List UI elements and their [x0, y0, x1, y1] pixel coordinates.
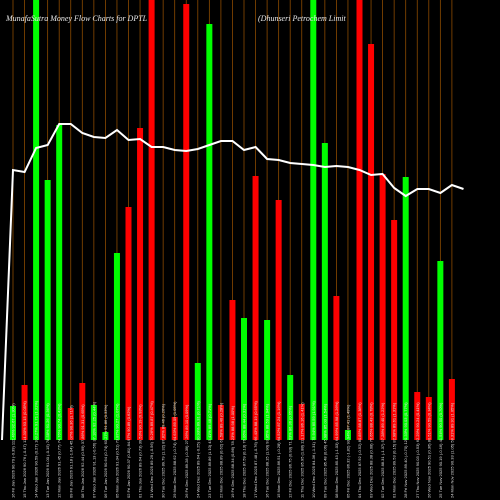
x-tick-label: 07 Wed Jan 2026 91.13 (-0.56) 37.10% 92.… — [91, 401, 96, 498]
bar — [391, 220, 398, 440]
bar — [113, 253, 120, 440]
bar — [67, 408, 74, 440]
x-tick-label: 08 Mon Dec 2025 85.43 (-1.03) 64.99% 85.… — [334, 401, 339, 498]
bar — [137, 128, 144, 440]
bar — [56, 125, 63, 440]
bar — [44, 180, 51, 440]
bar — [194, 363, 201, 440]
bar — [10, 406, 16, 440]
x-tick-label: 09 Tue Dec 2025 85.48 (0.06) 45.98% 85.0… — [322, 403, 327, 498]
x-tick-label: 19 Fri Dec 2025 88.34 (0.86) 78.23% 88.9… — [230, 405, 235, 498]
bar — [217, 405, 224, 440]
x-tick-label: 28 Fri Nov 2025 89.40 (-0.70) 120.33% 90… — [403, 402, 408, 498]
x-tick-label: 23 Tue Dec 2025 89.86 (1.10) 43.41% 89.4… — [207, 403, 212, 498]
bar — [79, 383, 86, 440]
bar — [33, 0, 40, 440]
x-tick-label: 31 Wed Dec 2025 89.29 (-0.56) 70.26% 89.… — [149, 400, 154, 498]
x-tick-label: 09 Fri Jan 2026 91.18 (-1.04) 45.07% 90.… — [68, 405, 73, 498]
bar — [171, 417, 178, 440]
bar — [402, 177, 409, 440]
bar — [321, 143, 328, 440]
x-tick-label: 16 Tue Dec 2025 88.15 (1.90) 93.85% 88.5… — [265, 403, 270, 498]
x-tick-label: 08 Thu Jan 2026 92.44 (0.99) 37.86% 91.3… — [80, 404, 85, 498]
average-line — [1, 123, 464, 441]
x-tick-label: 06 Tue Jan 2026 90.64 (0.74) 63.27% 91.8… — [103, 404, 108, 498]
x-tick-label: 10 Wed Dec 2025 84.36 (-1.31) 75.94% 85.… — [311, 400, 316, 498]
x-tick-label: 05 Mon Jan 2026 91.04 (0.51) 73.87% 90.2… — [114, 403, 119, 498]
bar — [310, 0, 317, 440]
bar — [264, 320, 271, 440]
bar — [287, 375, 294, 440]
bar — [102, 432, 109, 440]
x-tick-label: 27 Thu Nov 2025 90.03 (-0.53) 62.29% 90.… — [415, 402, 420, 498]
bar — [206, 24, 213, 440]
x-tick-label: 13 Tue Jan 2026 91.00 (-0.15) 78.58% 91.… — [45, 403, 50, 498]
x-tick-label: 29 Mon Dec 2025 88.62 (-0.74) 64.63% 89.… — [172, 401, 177, 498]
x-tick-label: 04 Thu Dec 2025 87.92 (-0.52) 80.85% 88.… — [357, 402, 362, 498]
bar — [356, 0, 363, 440]
bar — [437, 261, 444, 440]
x-tick-label: 12 Fri Dec 2025 86.75 (0.93) 71.63% 86.3… — [288, 405, 293, 498]
chart-title: MunafaSutra Money Flow Charts for DPTL — [5, 14, 148, 23]
x-tick-label: 02 Tue Dec 2025 88.31 (-1.37) 57.28% 89.… — [380, 402, 385, 498]
bar — [275, 200, 282, 440]
bars — [10, 0, 455, 440]
bar — [241, 318, 247, 440]
bar — [298, 404, 305, 440]
x-tick-label: 22 Mon Dec 2025 88.89 (0.62) 61.58% 89.4… — [218, 402, 223, 498]
bar — [252, 176, 259, 440]
chart-subtitle: (Dhunseri Petrochem Limit — [258, 14, 346, 23]
bar — [333, 296, 340, 440]
x-tick-label: 24 Mon Nov 2025 90.33 (1.05) 58.31% 89.9… — [449, 402, 454, 498]
bar — [148, 0, 155, 440]
x-tick-label: 17 Wed Dec 2025 87.48 (-0.76) 66.43% 88.… — [253, 400, 258, 498]
bar — [229, 300, 236, 440]
x-tick-label: 15 Thu Jan 2026 90.76 (-0.47) 114.30% 93… — [22, 401, 27, 498]
x-tick-label: 25 Tue Nov 2025 90.19 (-0.16) 41.54% 90.… — [438, 402, 443, 498]
x-tick-label: 01 Mon Dec 2025 89.53 (0.15) 82.98% 89.6… — [392, 402, 397, 498]
x-tick-label: 30 Tue Dec 2025 89.79 (1.32) 87.82% 89.4… — [161, 403, 166, 498]
x-tick-label: 12 Mon Jan 2026 91.45 (0.77) 74.76% 90.7… — [57, 403, 62, 498]
bar — [125, 207, 132, 440]
x-tick-label: 15 Mon Dec 2025 86.51 (-0.28) 64.52% 87.… — [276, 401, 281, 498]
x-tick-label: 26 Fri Dec 2025 89.28 (-0.39) 27.26% 89.… — [184, 404, 189, 498]
x-tick-label: 14 Wed Jan 2026 90.59 (0.27) 103.27% 91.… — [34, 400, 39, 498]
x-tick-labels: 16 Fri Jan 2026 90.70 (-0.39) 112.46% 92… — [11, 400, 455, 498]
x-tick-label: 03 Wed Dec 2025 88.38 (0.08) 76.65% 88.4… — [369, 402, 374, 498]
x-tick-label: 11 Thu Dec 2025 85.95 (1.88) 111.17% 86.… — [299, 402, 304, 498]
x-tick-label: 02 Fri Jan 2026 90.37 (0.81) 84.97% 90.8… — [126, 406, 131, 498]
x-tick-label: 18 Thu Dec 2025 87.59 (0.13) 76.06% 88.4… — [242, 403, 247, 498]
bar — [379, 174, 386, 440]
x-tick-label: 05 Fri Dec 2025 86.32 (-1.82) 93.94% 87.… — [345, 404, 350, 498]
bar — [448, 379, 455, 440]
bar — [90, 405, 97, 440]
x-tick-label: 24 Wed Dec 2025 89.64 (-0.25) 30.93% 89.… — [195, 400, 200, 498]
bar — [344, 430, 351, 440]
bar — [183, 4, 190, 440]
x-tick-label: 01 Thu Jan 2026 89.64 (0.73) 39.53% 90.1… — [138, 404, 143, 498]
bar — [368, 44, 375, 440]
x-tick-label: 16 Fri Jan 2026 90.70 (-0.39) 112.46% 92… — [11, 403, 16, 498]
x-tick-label: 26 Wed Nov 2025 90.51 (0.36) 80.51% 90.5… — [426, 402, 431, 498]
bar — [160, 427, 167, 440]
bar — [21, 385, 28, 440]
bar — [414, 392, 421, 440]
bar — [425, 397, 432, 440]
